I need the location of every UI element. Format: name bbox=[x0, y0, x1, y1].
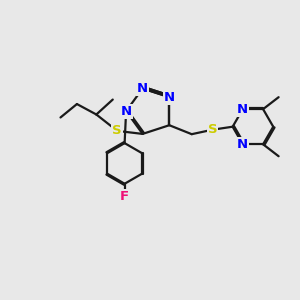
Text: S: S bbox=[112, 124, 122, 137]
Text: N: N bbox=[237, 138, 248, 151]
Text: S: S bbox=[208, 123, 218, 136]
Text: N: N bbox=[164, 91, 175, 103]
Text: F: F bbox=[120, 190, 129, 203]
Text: N: N bbox=[121, 105, 132, 118]
Text: N: N bbox=[237, 103, 248, 116]
Text: N: N bbox=[137, 82, 148, 95]
